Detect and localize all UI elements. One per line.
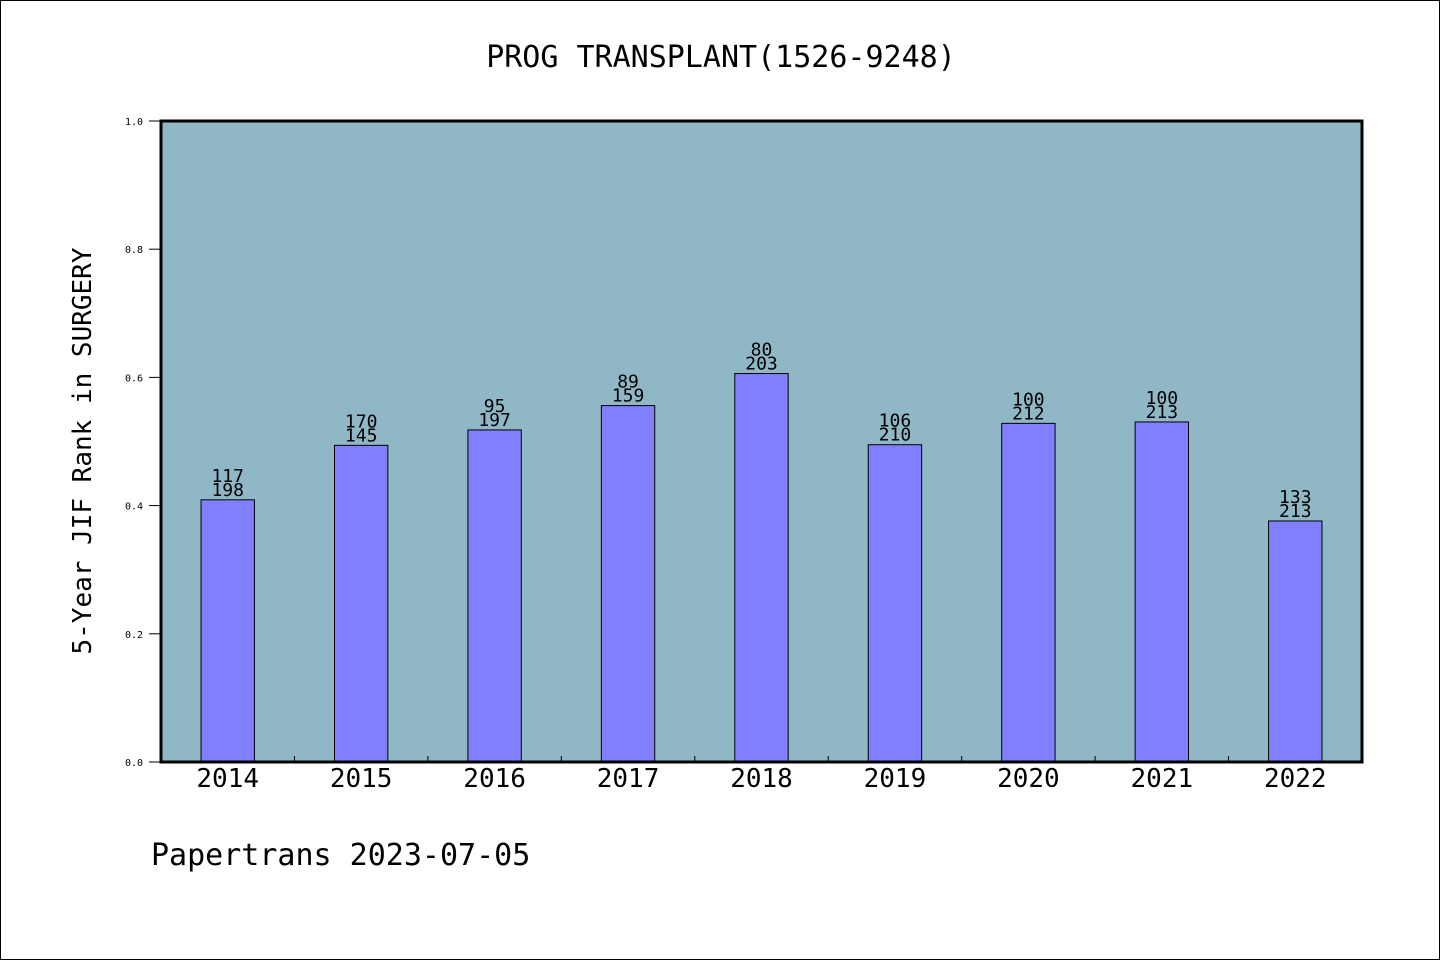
bar-total-label-2018: 203 <box>745 354 778 375</box>
bar-rank-label-2014: 117 <box>211 466 244 487</box>
bar-total-label-2020: 212 <box>1012 403 1045 424</box>
x-tick-label-2015: 2015 <box>330 764 393 794</box>
x-tick-label-2021: 2021 <box>1131 764 1194 794</box>
x-tick-label-2022: 2022 <box>1264 764 1327 794</box>
x-tick-label-2020: 2020 <box>997 764 1060 794</box>
bar-2017 <box>600 405 656 763</box>
x-tick-label-2017: 2017 <box>597 764 660 794</box>
bar-2019 <box>867 444 923 763</box>
x-tick-label-2019: 2019 <box>864 764 927 794</box>
x-tick-label-2018: 2018 <box>730 764 793 794</box>
bar-2020 <box>1001 422 1056 763</box>
bar-total-label-2021: 213 <box>1146 402 1179 423</box>
bar-rank-label-2015: 170 <box>345 411 378 432</box>
footer-text: Papertrans 2023-07-05 <box>151 838 530 873</box>
y-tick-label: 0.6 <box>125 373 143 384</box>
bar-rank-label-2022: 133 <box>1279 487 1312 508</box>
bar-total-label-2015: 145 <box>345 425 378 446</box>
bar-2022 <box>1268 520 1323 763</box>
plot-border <box>159 119 1364 764</box>
chart-title: PROG TRANSPLANT(1526-9248) <box>486 40 956 75</box>
bar-rank-label-2021: 100 <box>1146 388 1179 409</box>
bar-2015 <box>333 444 389 763</box>
bar-2014 <box>200 499 255 763</box>
bar-total-label-2014: 198 <box>211 480 244 501</box>
x-tick-label-2014: 2014 <box>196 764 259 794</box>
bar-rank-label-2020: 100 <box>1012 389 1045 410</box>
bar-rank-label-2017: 89 <box>617 372 639 393</box>
bar-rank-label-2016: 95 <box>484 396 506 417</box>
bar-total-label-2022: 213 <box>1279 501 1312 522</box>
bar-rank-label-2018: 80 <box>751 340 773 361</box>
y-tick-label: 0.2 <box>125 630 143 641</box>
bar-total-label-2017: 159 <box>612 386 645 407</box>
bar-total-label-2019: 210 <box>879 425 912 446</box>
bar-total-label-2016: 197 <box>478 410 511 431</box>
y-axis-label: 5-Year JIF Rank in SURGERY <box>68 247 98 654</box>
y-tick-label: 0.4 <box>125 502 143 513</box>
y-tick-label: 0.8 <box>125 245 143 256</box>
bar-2018 <box>734 373 789 763</box>
x-tick-label-2016: 2016 <box>463 764 526 794</box>
y-tick-label: 0.0 <box>125 758 143 769</box>
y-tick-label: 1.0 <box>125 117 143 128</box>
bar-2021 <box>1134 421 1190 763</box>
bar-2016 <box>467 429 522 763</box>
bar-rank-label-2019: 106 <box>879 411 912 432</box>
